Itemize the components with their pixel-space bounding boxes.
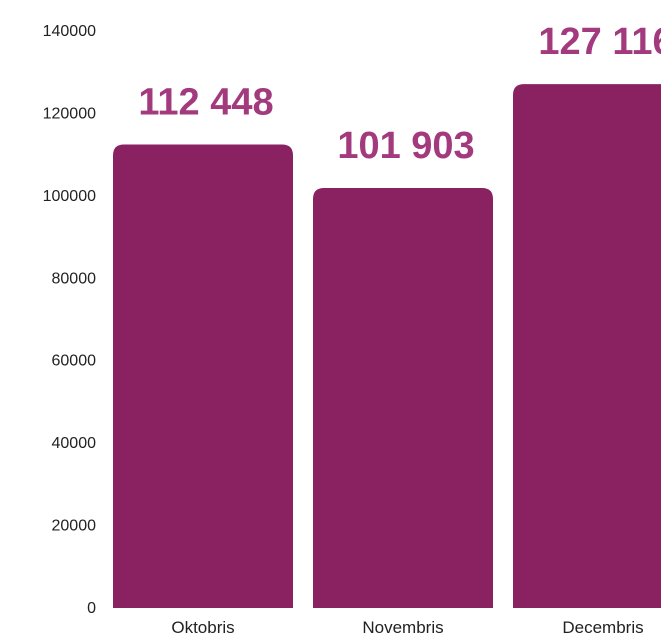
y-axis: 0 20000 40000 60000 80000 100000 120000 140000: [43, 23, 96, 617]
data-labels: 112 448 101 903 127 116: [138, 21, 661, 167]
y-tick-label: 120000: [43, 105, 96, 122]
y-tick-label: 60000: [52, 353, 97, 370]
y-tick-label: 80000: [52, 270, 97, 287]
x-axis: Oktobris Novembris Decembris: [171, 618, 643, 637]
y-tick-label: 140000: [43, 23, 96, 40]
x-tick-label: Oktobris: [171, 618, 234, 637]
y-tick-label: 40000: [52, 435, 97, 452]
data-label-decembris: 127 116: [538, 21, 661, 63]
x-tick-label: Decembris: [562, 618, 643, 637]
data-label-novembris: 101 903: [337, 125, 474, 167]
y-tick-label: 0: [87, 600, 96, 617]
bar-oktobris: [113, 144, 293, 609]
bar-decembris: [513, 84, 661, 608]
x-tick-label: Novembris: [362, 618, 443, 637]
bar-novembris: [313, 188, 493, 608]
y-tick-label: 100000: [43, 188, 96, 205]
data-label-oktobris: 112 448: [138, 82, 273, 124]
y-tick-label: 20000: [52, 518, 97, 535]
bars: [113, 84, 661, 609]
